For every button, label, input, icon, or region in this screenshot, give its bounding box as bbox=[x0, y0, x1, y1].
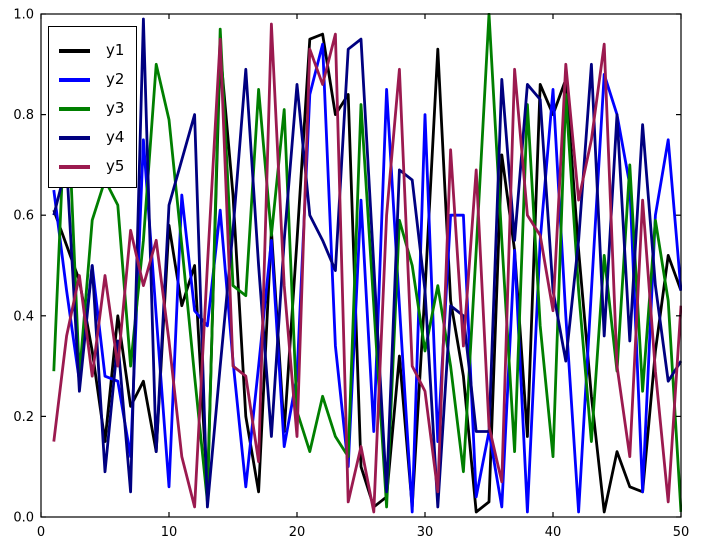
x-axis-tick-label: 40 bbox=[545, 525, 562, 540]
series-line-y4 bbox=[52, 17, 682, 509]
legend-label: y2 bbox=[106, 70, 125, 88]
legend-label: y3 bbox=[106, 99, 125, 117]
x-axis-tick-label: 30 bbox=[417, 525, 434, 540]
axes-spines bbox=[40, 13, 682, 518]
y-axis-tick-label: 0.2 bbox=[13, 410, 34, 425]
legend: y1 y2 y3 y4 y5 bbox=[48, 26, 138, 188]
x-axis-tick-label: 50 bbox=[673, 525, 690, 540]
y-axis-tick-label: 0.8 bbox=[13, 108, 34, 123]
legend-entry-y3: y3 bbox=[59, 94, 124, 123]
legend-swatch-y4 bbox=[59, 135, 90, 140]
y-axis-tick-label: 0.4 bbox=[13, 309, 34, 324]
y-axis-tick-label: 0.6 bbox=[13, 209, 34, 224]
x-axis-tick-label: 10 bbox=[161, 525, 178, 540]
legend-label: y5 bbox=[106, 157, 125, 175]
legend-entry-y2: y2 bbox=[59, 65, 124, 94]
legend-entry-y5: y5 bbox=[59, 152, 124, 181]
x-axis-tick-label: 20 bbox=[289, 525, 306, 540]
x-axis-tick-label: 0 bbox=[37, 525, 45, 540]
y-axis-tick-label: 0.0 bbox=[13, 511, 34, 526]
legend-entry-y4: y4 bbox=[59, 123, 124, 152]
legend-swatch-y1 bbox=[59, 48, 90, 53]
y-axis-tick-label: 1.0 bbox=[13, 8, 34, 23]
legend-swatch-y3 bbox=[59, 106, 90, 111]
legend-label: y1 bbox=[106, 41, 125, 59]
legend-label: y4 bbox=[106, 128, 125, 146]
series-line-y5 bbox=[52, 22, 682, 514]
legend-swatch-y2 bbox=[59, 77, 90, 82]
series-line-y2 bbox=[52, 42, 682, 514]
legend-entry-y1: y1 bbox=[59, 36, 124, 65]
legend-swatch-y5 bbox=[59, 164, 90, 169]
